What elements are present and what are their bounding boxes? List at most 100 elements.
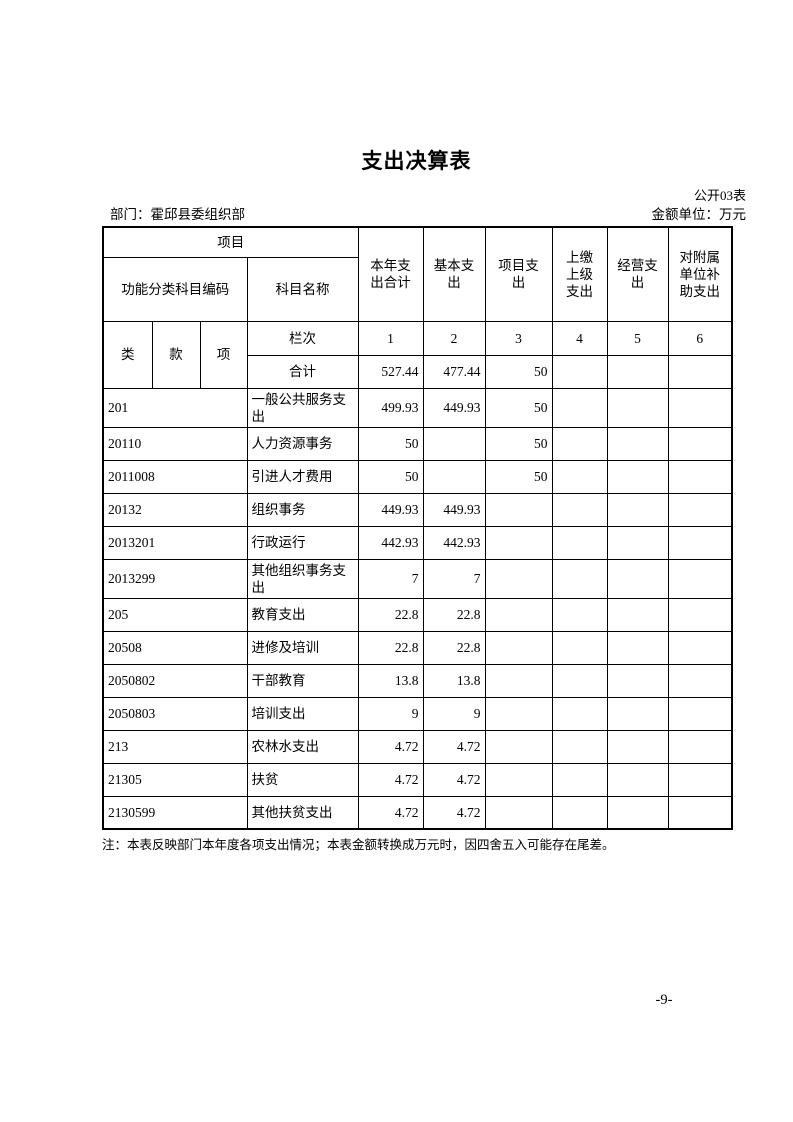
row-value-cell xyxy=(551,558,608,599)
row-value-cell xyxy=(551,459,608,494)
row-value-cell: 499.93 xyxy=(357,387,424,428)
row-name-cell: 一般公共服务支出 xyxy=(246,387,359,428)
row-value-cell xyxy=(484,696,553,731)
row-value-cell xyxy=(484,597,553,632)
row-value-cell xyxy=(551,696,608,731)
table-row: 20508 进修及培训 22.8 22.8 xyxy=(102,630,733,665)
row-name-cell: 农林水支出 xyxy=(246,729,359,764)
row-value-cell xyxy=(606,558,669,599)
row-name-cell: 其他扶贫支出 xyxy=(246,795,359,830)
row-value-cell: 7 xyxy=(422,558,486,599)
col-number-2: 2 xyxy=(422,320,486,356)
row-name-cell: 进修及培训 xyxy=(246,630,359,665)
row-code-cell: 20110 xyxy=(102,426,248,461)
row-value-cell xyxy=(667,696,733,731)
table-row: 2011008 引进人才费用 50 50 xyxy=(102,459,733,494)
header-row-lanci: 类 款 项 栏次 1 2 3 4 5 6 xyxy=(102,320,733,389)
col-number-4: 4 xyxy=(551,320,608,356)
total-value-6 xyxy=(667,354,733,389)
row-value-cell xyxy=(551,663,608,698)
row-value-cell xyxy=(606,762,669,797)
row-value-cell: 442.93 xyxy=(422,525,486,560)
row-code-cell: 205 xyxy=(102,597,248,632)
row-value-cell xyxy=(606,663,669,698)
row-value-cell xyxy=(484,492,553,527)
row-name-cell: 其他组织事务支出 xyxy=(246,558,359,599)
header-class: 类 xyxy=(102,320,153,389)
row-value-cell: 4.72 xyxy=(422,729,486,764)
row-name-cell: 培训支出 xyxy=(246,696,359,731)
row-value-cell xyxy=(667,459,733,494)
row-value-cell xyxy=(484,795,553,830)
row-value-cell xyxy=(667,525,733,560)
row-value-cell: 50 xyxy=(484,426,553,461)
row-value-cell xyxy=(606,795,669,830)
table-row: 2013299 其他组织事务支出 7 7 xyxy=(102,558,733,599)
row-value-cell xyxy=(422,426,486,461)
row-value-cell: 13.8 xyxy=(422,663,486,698)
row-code-cell: 21305 xyxy=(102,762,248,797)
header-row-groups: 功能分类科目编码 科目名称 xyxy=(102,256,732,322)
row-value-cell xyxy=(606,696,669,731)
row-value-cell: 4.72 xyxy=(422,762,486,797)
row-code-cell: 2130599 xyxy=(102,795,248,830)
row-name-cell: 组织事务 xyxy=(246,492,359,527)
row-name-cell: 教育支出 xyxy=(246,597,359,632)
form-code: 公开03表 xyxy=(693,188,746,203)
col-number-1: 1 xyxy=(357,320,424,356)
table-row: 213 农林水支出 4.72 4.72 xyxy=(102,729,733,764)
header-row-project: 项目 本年支 出合计 基本支 出 项目支 出 上缴 上级 支出 经营支 出 对附… xyxy=(102,226,733,322)
row-value-cell xyxy=(606,630,669,665)
row-value-cell: 22.8 xyxy=(357,630,424,665)
row-value-cell xyxy=(551,426,608,461)
total-value-1: 527.44 xyxy=(357,354,424,389)
row-value-cell xyxy=(484,525,553,560)
row-value-cell: 22.8 xyxy=(357,597,424,632)
header-lanci: 栏次 xyxy=(246,320,359,356)
row-value-cell xyxy=(484,762,553,797)
header-section: 款 xyxy=(151,320,201,389)
row-code-cell: 20132 xyxy=(102,492,248,527)
row-value-cell xyxy=(484,558,553,599)
row-value-cell xyxy=(551,597,608,632)
row-value-cell xyxy=(606,525,669,560)
row-code-cell: 2013201 xyxy=(102,525,248,560)
row-value-cell: 449.93 xyxy=(357,492,424,527)
page-title: 支出决算表 xyxy=(361,150,472,173)
row-name-cell: 行政运行 xyxy=(246,525,359,560)
row-value-cell xyxy=(551,729,608,764)
row-value-cell xyxy=(667,762,733,797)
col-number-3: 3 xyxy=(484,320,553,356)
row-code-cell: 20508 xyxy=(102,630,248,665)
row-name-cell: 扶贫 xyxy=(246,762,359,797)
total-value-4 xyxy=(551,354,608,389)
row-value-cell xyxy=(667,387,733,428)
row-value-cell: 50 xyxy=(484,459,553,494)
row-code-cell: 2013299 xyxy=(102,558,248,599)
row-value-cell xyxy=(551,492,608,527)
row-name-cell: 引进人才费用 xyxy=(246,459,359,494)
table-row: 205 教育支出 22.8 22.8 xyxy=(102,597,733,632)
department-label: 部门：霍邱县委组织部 xyxy=(110,207,245,222)
row-name-cell: 人力资源事务 xyxy=(246,426,359,461)
row-value-cell xyxy=(606,492,669,527)
meta-row: 部门：霍邱县委组织部 金额单位：万元 xyxy=(110,206,746,224)
table-row: 2050802 干部教育 13.8 13.8 xyxy=(102,663,733,698)
row-value-cell xyxy=(667,729,733,764)
col-number-6: 6 xyxy=(667,320,733,356)
header-col-operating: 经营支 出 xyxy=(606,226,669,322)
expenditure-table-wrap: 项目 本年支 出合计 基本支 出 项目支 出 上缴 上级 支出 经营支 出 对附… xyxy=(102,226,733,830)
row-value-cell xyxy=(667,597,733,632)
row-value-cell xyxy=(551,762,608,797)
expenditure-table-body: 201 一般公共服务支出 499.93 449.93 50 20110 人力资源… xyxy=(102,387,733,830)
expenditure-table: 项目 本年支 出合计 基本支 出 项目支 出 上缴 上级 支出 经营支 出 对附… xyxy=(102,226,733,830)
row-value-cell: 50 xyxy=(357,459,424,494)
header-col-subsidy: 对附属 单位补 助支出 xyxy=(667,226,733,322)
row-value-cell: 4.72 xyxy=(357,729,424,764)
row-value-cell xyxy=(484,630,553,665)
row-value-cell xyxy=(606,459,669,494)
row-value-cell: 50 xyxy=(484,387,553,428)
col-number-5: 5 xyxy=(606,320,669,356)
total-label: 合计 xyxy=(246,354,359,389)
row-code-cell: 213 xyxy=(102,729,248,764)
